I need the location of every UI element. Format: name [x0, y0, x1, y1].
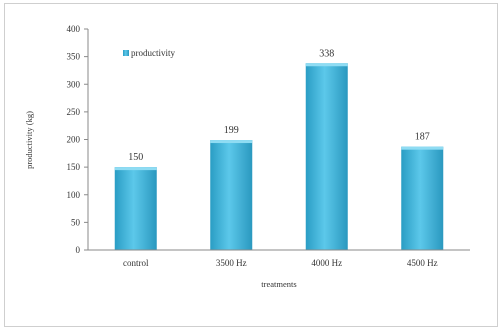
y-tick-label: 400 — [67, 24, 81, 34]
bar-top-highlight — [401, 146, 444, 150]
y-axis-ticks: 0 50 100 150 200 250 300 350 400 — [67, 24, 88, 255]
legend: productivity — [123, 48, 175, 58]
x-tick-label: 4000 Hz — [311, 258, 342, 268]
y-tick-label: 350 — [67, 52, 81, 62]
x-axis-ticks: control 3500 Hz 4000 Hz 4500 Hz — [123, 258, 438, 268]
y-tick-label: 200 — [67, 135, 81, 145]
bars: 150 199 338 187 — [114, 48, 444, 250]
bar-top-highlight — [210, 140, 253, 144]
y-tick-label: 300 — [67, 79, 81, 89]
x-tick-label: control — [123, 258, 149, 268]
bar-top-highlight — [114, 167, 157, 171]
y-tick-label: 0 — [76, 245, 81, 255]
data-label: 187 — [415, 132, 430, 143]
data-label: 150 — [128, 152, 143, 163]
x-axis-title: treatments — [261, 279, 296, 289]
legend-swatch — [123, 50, 129, 56]
y-tick-label: 100 — [67, 190, 81, 200]
x-tick-label: 3500 Hz — [216, 258, 247, 268]
bar-top-highlight — [305, 63, 348, 67]
y-tick-label: 150 — [67, 162, 81, 172]
bar — [305, 63, 348, 250]
legend-entry: productivity — [131, 48, 175, 58]
bar — [210, 140, 253, 250]
y-tick-label: 250 — [67, 107, 81, 117]
data-label: 199 — [224, 125, 239, 136]
y-tick-label: 50 — [71, 217, 81, 227]
bar — [114, 167, 157, 250]
data-label: 338 — [319, 48, 334, 59]
x-tick-label: 4500 Hz — [407, 258, 438, 268]
bar — [401, 146, 444, 250]
y-axis-title: productivity (kg) — [24, 111, 34, 169]
